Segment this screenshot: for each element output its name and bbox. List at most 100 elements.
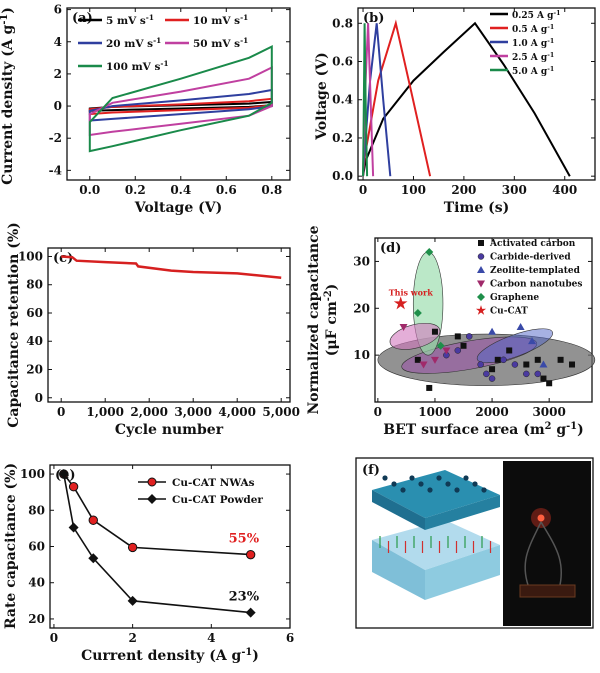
x-tick-label: 300 [502,183,527,197]
gcd-curve [362,23,369,177]
y-tick-label: 2 [54,67,62,81]
legend-label-part: 1.0 A g [512,39,548,49]
x-tick-label: 6 [286,631,294,645]
panel-label: (f) [362,463,380,478]
y-tick-label: 0.2 [332,131,353,145]
marker-circle [483,370,490,378]
marker-triangle [516,323,525,331]
legend-label-part: 100 mV s [106,61,160,73]
marker-square [426,384,433,391]
marker-square [557,356,564,363]
y-axis-label-unit: (μF cm-2) [323,284,341,357]
plot-frame [47,247,291,403]
legend-label-part: -1 [146,13,154,22]
nanowire-dot [427,487,433,493]
x-tick-label: 3,000 [174,405,212,419]
legend-marker [147,477,157,487]
legend-label: Cu-CAT NWAs [172,477,255,489]
y-tick-label: 30 [353,254,370,268]
x-tick-label: 0.6 [216,183,237,197]
legend-label: 0.5 A g-1 [512,24,554,36]
plot-frame [357,7,596,181]
nanowire-dot [454,487,460,493]
plot-frame [374,237,593,403]
marker-triangle-down [442,347,451,355]
y-tick-label: 80 [26,278,43,292]
marker-circle [454,347,462,354]
marker-square [546,380,553,387]
marker-square [454,333,461,340]
x-axis-label-part: -1 [241,647,252,658]
x-axis-label-part: ) [577,422,584,438]
x-tick-label: 400 [552,183,577,197]
wire [524,521,562,586]
x-tick-label: 0 [374,405,382,419]
marker-square [540,375,547,382]
block-side-left [372,540,425,600]
y-tick-label: 40 [28,576,45,590]
legend-label-part: 50 mV s [193,38,240,50]
marker-triangle [528,337,537,345]
y-tick-label: 0 [54,99,62,113]
cv-loop [88,65,273,137]
x-tick-label: 0.4 [170,183,191,197]
marker-triangle-down [399,324,408,332]
x-axis-label-part: BET surface area (m [383,422,545,438]
legend-label-part: 10 mV s [193,15,240,27]
y-axis-label-part: Current density (A g [0,24,16,184]
y-tick-label: 4 [54,35,62,49]
plot-frame [66,7,291,181]
marker-square [569,361,576,368]
marker-circle [477,361,484,368]
nanowire-dot [400,487,406,493]
y-tick-label: -4 [49,163,62,177]
x-axis-label: Current density (A g-1) [81,647,259,665]
x-tick-label: 5,000 [262,405,300,419]
marker-circle [534,370,541,378]
cv-loop [88,44,273,153]
y-tick-label: 20 [28,612,45,626]
legend-label: Carbon nanotubes [490,280,582,290]
x-tick-label: 0 [57,405,65,419]
y-axis-label-unit-part: -2 [323,290,334,301]
legend-label: Activated carbon [489,239,576,249]
panel-d: 0 1000 2000 3000 10 20 30 (d) This work Activated… [306,225,596,438]
y-tick-label: 20 [26,363,43,377]
nanowire-dot [418,481,424,487]
x-axis-label: Voltage (V) [134,200,222,216]
marker-diamond [68,522,79,533]
marker-circle [88,515,98,525]
y-tick-label: 6 [54,3,62,17]
x-axis-label-part: Current density (A g [81,648,241,664]
legend-label: 1.0 A g-1 [512,38,554,50]
x-tick-label: 0.8 [261,183,282,197]
y-axis-label: Voltage (V) [314,52,330,140]
y-tick-label: 100 [20,467,45,481]
y-axis-label: Normalized capacitance [306,225,322,414]
marker-square [431,328,438,335]
marker-triangle-down [419,361,428,369]
marker-square [478,240,484,246]
x-tick-label: 3000 [532,405,565,419]
marker-diamond [436,341,445,350]
led [537,514,545,522]
legend-label: Carbide-derived [490,253,571,263]
marker-square [523,361,530,368]
marker-circle [488,375,496,382]
nanowire-dot [409,475,415,481]
y-axis-label-part: -1 [0,14,10,25]
electrolyte-layer [372,520,500,570]
marker-circle [68,482,79,492]
legend-label-part: 2.5 A g [512,53,548,63]
marker-diamond [127,595,138,606]
marker-circle [127,542,138,553]
x-tick-label: 2 [128,631,136,645]
x-tick-label: 0 [50,631,58,645]
legend-marker [147,494,157,504]
marker-square [494,356,501,363]
x-tick-label: 0.2 [125,183,146,197]
marker-triangle [539,360,548,368]
